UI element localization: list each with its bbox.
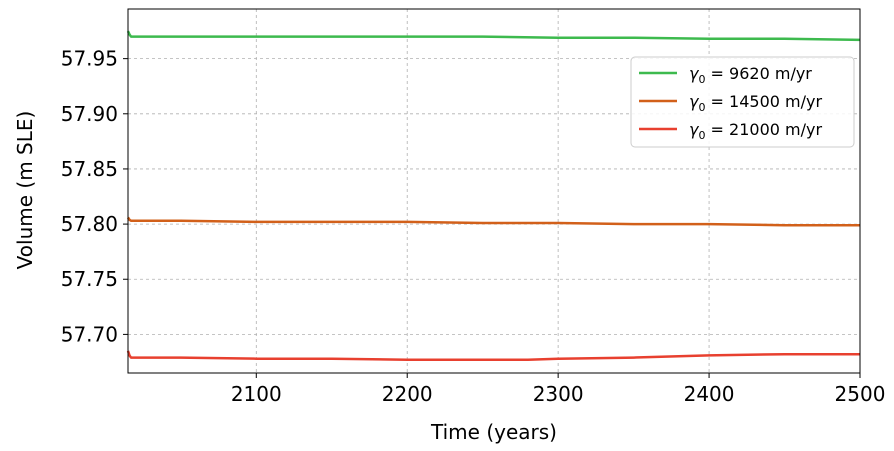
y-tick-label: 57.80 (61, 212, 118, 236)
y-axis-ticks: 57.70 57.75 57.80 57.85 57.90 57.95 (61, 47, 128, 346)
y-tick-label: 57.85 (61, 157, 118, 181)
y-tick-label: 57.75 (61, 267, 118, 291)
x-tick-label: 2300 (533, 382, 584, 406)
x-axis-ticks: 2100 2200 2300 2400 2500 (231, 373, 886, 406)
x-tick-label: 2500 (835, 382, 886, 406)
legend-label: γ0 = 21000 m/yr (689, 120, 822, 142)
legend-label: γ0 = 9620 m/yr (689, 64, 812, 86)
x-tick-label: 2200 (382, 382, 433, 406)
y-tick-label: 57.90 (61, 102, 118, 126)
x-tick-label: 2400 (684, 382, 735, 406)
series-line-3 (126, 350, 860, 362)
series-line-2 (126, 216, 860, 227)
y-tick-label: 57.70 (61, 322, 118, 346)
x-tick-label: 2100 (231, 382, 282, 406)
legend-label: γ0 = 14500 m/yr (689, 92, 822, 114)
y-axis-label: Volume (m SLE) (13, 111, 37, 270)
legend: γ0 = 9620 m/yr γ0 = 14500 m/yr γ0 = 21000 … (630, 56, 855, 148)
series-lines (126, 30, 861, 362)
series-line-1 (126, 30, 861, 42)
legend-box (630, 56, 855, 148)
y-tick-label: 57.95 (61, 47, 118, 71)
plot-area-frame (127, 8, 861, 374)
x-axis-label: Time (years) (430, 420, 557, 444)
